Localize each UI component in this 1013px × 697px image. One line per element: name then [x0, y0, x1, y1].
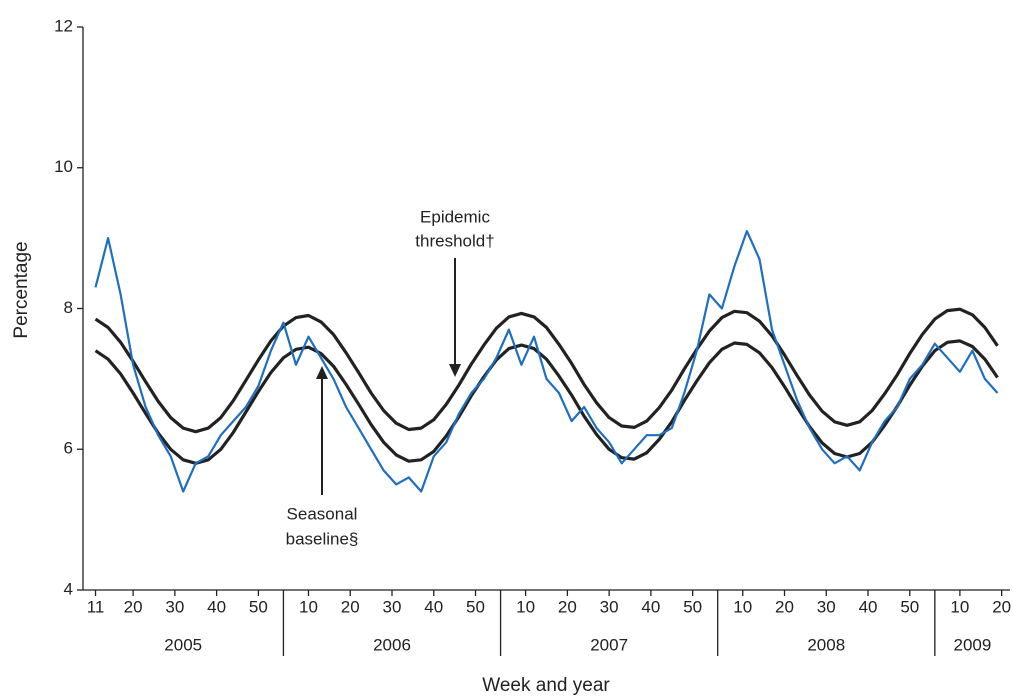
- x-tick-label: 50: [466, 597, 485, 616]
- line-series: [94, 230, 999, 493]
- x-tick-label: 20: [558, 597, 577, 616]
- line-series: [94, 307, 999, 434]
- x-axis-title: Week and year: [482, 675, 610, 696]
- x-tick-label: 10: [516, 597, 535, 616]
- year-label: 2009: [954, 635, 992, 654]
- x-tick-label: 40: [424, 597, 443, 616]
- x-tick-label: 40: [641, 597, 660, 616]
- x-tick-label: 50: [900, 597, 919, 616]
- annotation: Seasonal: [287, 504, 358, 523]
- annotation: baseline§: [286, 529, 359, 548]
- y-tick-label: 4: [64, 579, 73, 598]
- year-label: 2006: [373, 635, 411, 654]
- x-tick-label: 10: [733, 597, 752, 616]
- y-tick-label: 12: [54, 16, 73, 35]
- x-tick-label: 20: [341, 597, 360, 616]
- x-tick-label: 50: [683, 597, 702, 616]
- y-tick-label: 10: [54, 157, 73, 176]
- x-tick-label: 40: [859, 597, 878, 616]
- y-tick-label: 6: [64, 439, 73, 458]
- annotation: threshold†: [415, 231, 494, 250]
- annotation-arrowhead: [449, 364, 461, 377]
- y-tick-label: 8: [64, 298, 73, 317]
- x-tick-label: 20: [124, 597, 143, 616]
- annotation: Epidemic: [420, 207, 490, 226]
- x-tick-label: 10: [299, 597, 318, 616]
- x-tick-label: 40: [207, 597, 226, 616]
- x-tick-label: 20: [992, 597, 1011, 616]
- x-tick-label: 10: [950, 597, 969, 616]
- y-axis-title: Percentage: [11, 241, 32, 338]
- year-label: 2008: [807, 635, 845, 654]
- x-tick-label: 30: [165, 597, 184, 616]
- year-label: 2005: [164, 635, 202, 654]
- x-tick-label: 11: [87, 597, 105, 616]
- x-tick-label: 30: [817, 597, 836, 616]
- x-tick-label: 20: [775, 597, 794, 616]
- x-tick-label: 30: [383, 597, 402, 616]
- x-tick-label: 50: [249, 597, 268, 616]
- x-tick-label: 30: [600, 597, 619, 616]
- year-label: 2007: [590, 635, 628, 654]
- annotation-arrowhead: [316, 366, 328, 379]
